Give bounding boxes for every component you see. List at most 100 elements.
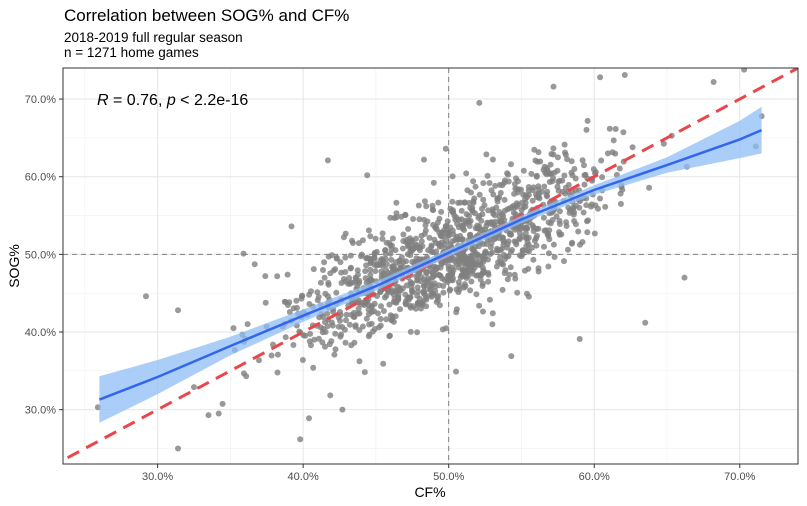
- data-point: [308, 288, 314, 295]
- data-point: [570, 206, 577, 212]
- data-point: [382, 247, 389, 253]
- data-point: [430, 179, 437, 186]
- data-point: [542, 227, 549, 234]
- p-value: < 2.2e-16: [176, 92, 249, 109]
- data-point: [541, 183, 548, 190]
- data-point: [274, 369, 281, 376]
- data-point: [379, 257, 386, 264]
- data-point: [474, 225, 481, 232]
- fit-layer: [98, 106, 763, 423]
- data-point: [514, 289, 521, 296]
- data-point: [524, 194, 530, 201]
- data-point: [456, 283, 463, 290]
- data-point: [507, 230, 514, 237]
- data-point: [402, 212, 409, 219]
- data-point: [535, 268, 542, 275]
- data-point: [388, 256, 395, 263]
- data-point: [489, 310, 496, 317]
- data-point: [559, 177, 566, 184]
- data-point: [414, 277, 421, 284]
- data-point: [597, 195, 603, 202]
- data-point: [393, 199, 400, 206]
- data-point: [342, 269, 349, 275]
- data-point: [397, 306, 403, 313]
- data-point: [642, 319, 649, 326]
- data-point: [520, 167, 527, 174]
- data-point: [472, 183, 479, 190]
- data-point: [595, 205, 601, 212]
- data-point: [175, 445, 181, 452]
- data-point: [418, 232, 425, 239]
- data-point: [363, 315, 370, 322]
- data-point: [437, 264, 444, 271]
- data-point: [480, 180, 487, 187]
- data-point: [525, 248, 532, 255]
- data-point: [477, 276, 484, 283]
- data-point: [375, 310, 381, 317]
- data-point: [371, 300, 378, 307]
- data-point: [449, 173, 456, 180]
- data-point: [441, 241, 448, 248]
- data-point: [378, 303, 384, 310]
- data-point: [511, 190, 518, 197]
- data-point: [554, 154, 561, 161]
- data-point: [374, 260, 380, 267]
- data-point: [468, 189, 474, 196]
- data-point: [459, 222, 465, 229]
- data-point: [219, 400, 226, 407]
- data-point: [506, 271, 513, 278]
- data-point: [432, 288, 439, 295]
- data-point: [379, 235, 386, 242]
- data-point: [381, 271, 388, 278]
- data-point: [511, 238, 518, 245]
- data-point: [564, 156, 571, 163]
- data-point: [438, 208, 445, 215]
- data-point: [484, 219, 491, 226]
- data-point: [346, 321, 353, 328]
- data-point: [512, 185, 519, 192]
- data-point: [339, 406, 346, 413]
- data-point: [409, 258, 416, 265]
- data-point: [414, 329, 421, 336]
- data-point: [480, 196, 487, 203]
- data-point: [424, 218, 431, 225]
- data-point: [522, 230, 529, 237]
- data-point: [361, 369, 368, 376]
- y-tick-label: 50.0%: [25, 249, 56, 261]
- data-point: [602, 203, 609, 210]
- data-point: [349, 237, 355, 244]
- data-point: [362, 275, 369, 282]
- data-point: [429, 274, 436, 281]
- data-point: [481, 202, 488, 209]
- data-point: [440, 233, 447, 240]
- data-point: [373, 248, 380, 255]
- x-tick-label: 60.0%: [579, 471, 610, 483]
- data-point: [501, 238, 508, 245]
- data-point: [340, 234, 347, 241]
- data-point: [483, 151, 490, 158]
- data-point: [489, 208, 496, 215]
- data-point: [319, 329, 326, 336]
- data-point: [580, 209, 587, 216]
- data-point: [324, 310, 331, 317]
- data-point: [422, 294, 429, 301]
- data-point: [531, 146, 538, 153]
- data-point: [400, 259, 407, 266]
- data-point: [497, 247, 504, 254]
- data-point: [439, 259, 446, 266]
- data-point: [457, 199, 464, 206]
- identity-line: [63, 68, 798, 462]
- data-point: [240, 370, 247, 377]
- data-point: [576, 336, 583, 342]
- y-tick-label: 60.0%: [25, 172, 56, 184]
- data-point: [442, 145, 449, 152]
- data-point: [561, 172, 568, 179]
- data-point: [444, 226, 451, 233]
- data-point: [463, 170, 470, 177]
- data-point: [433, 248, 440, 255]
- data-point: [485, 278, 492, 285]
- data-point: [407, 328, 414, 335]
- data-point: [510, 209, 517, 216]
- data-point: [415, 202, 422, 209]
